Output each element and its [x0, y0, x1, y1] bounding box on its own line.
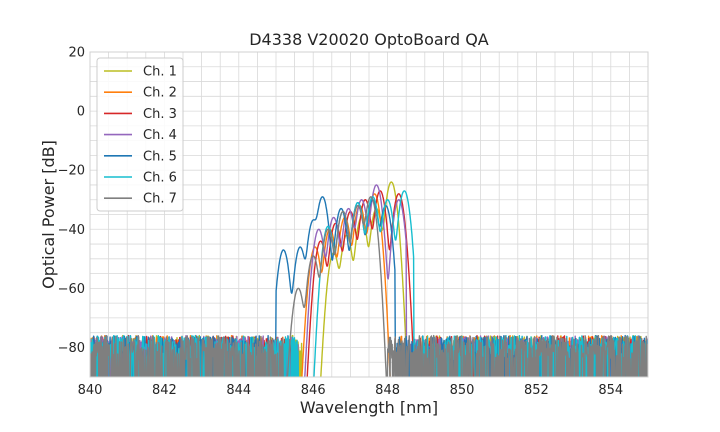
x-axis-ticks: 840 842 844 846 848 850 852 854	[78, 383, 624, 398]
plot-frame	[89, 51, 649, 378]
x-axis-label: Wavelength [nm]	[300, 398, 438, 417]
x-tick-label: 850	[450, 383, 475, 398]
x-tick-label: 854	[598, 383, 623, 398]
legend-label-6: Ch. 6	[143, 171, 177, 186]
legend-label-7: Ch. 7	[143, 192, 177, 207]
legend-label-5: Ch. 5	[143, 149, 177, 164]
y-tick-label: −20	[58, 164, 85, 179]
y-axis-ticks: 20 0 −20 −40 −60 −80	[58, 46, 85, 356]
x-tick-label: 840	[78, 383, 103, 398]
legend-label-2: Ch. 2	[143, 86, 177, 101]
legend-label-4: Ch. 4	[143, 128, 177, 143]
x-tick-label: 844	[226, 383, 251, 398]
y-tick-label: −80	[58, 341, 85, 356]
legend-label-3: Ch. 3	[143, 107, 177, 122]
legend-label-1: Ch. 1	[143, 65, 177, 80]
legend-box	[96, 57, 184, 212]
series-layer	[90, 181, 648, 377]
chart-title: D4338 V20020 OptoBoard QA	[249, 30, 489, 49]
y-tick-label: −60	[58, 282, 85, 297]
legend: Ch. 1 Ch. 2 Ch. 3 Ch. 4 Ch. 5 Ch. 6 Ch. 7	[96, 57, 184, 212]
x-tick-label: 852	[524, 383, 549, 398]
y-tick-label: 20	[68, 46, 85, 61]
series-line-7	[90, 196, 648, 377]
y-tick-label: −40	[58, 223, 85, 238]
x-tick-label: 848	[375, 383, 400, 398]
y-axis-label: Optical Power [dB]	[39, 140, 58, 289]
x-tick-label: 842	[152, 383, 177, 398]
x-tick-label: 846	[301, 383, 326, 398]
y-tick-label: 0	[77, 105, 85, 120]
